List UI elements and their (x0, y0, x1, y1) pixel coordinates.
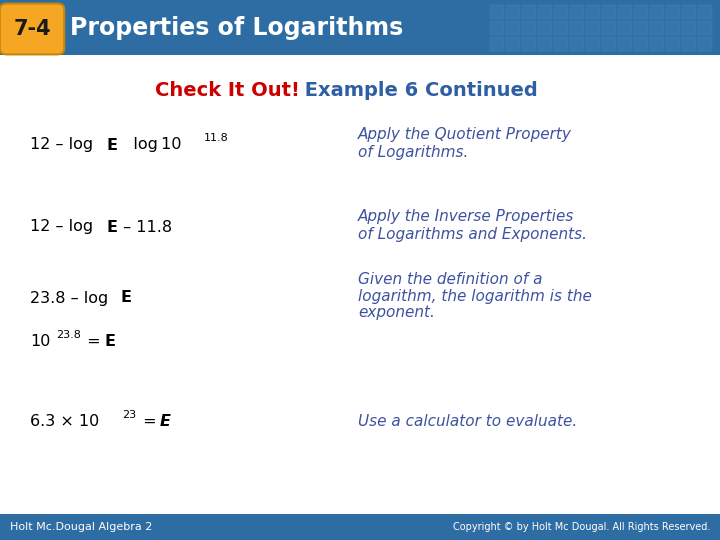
Bar (666, 37, 680, 51)
Text: log 10: log 10 (118, 138, 181, 152)
Text: – 11.8: – 11.8 (118, 219, 172, 234)
Text: logarithm, the logarithm is the: logarithm, the logarithm is the (358, 288, 592, 303)
Bar (634, 5, 648, 19)
Bar (506, 37, 520, 51)
Bar (634, 21, 648, 35)
FancyBboxPatch shape (0, 4, 64, 55)
Bar (618, 37, 632, 51)
Bar (602, 37, 616, 51)
Bar (698, 37, 712, 51)
Text: Holt Mc.Dougal Algebra 2: Holt Mc.Dougal Algebra 2 (10, 522, 153, 532)
Bar (570, 21, 584, 35)
Bar (650, 21, 664, 35)
Text: Apply the Inverse Properties: Apply the Inverse Properties (358, 210, 575, 225)
Text: E: E (120, 291, 131, 306)
Text: 23.8 – log: 23.8 – log (30, 291, 108, 306)
Bar (0, 0, 720, 55)
Bar (586, 5, 600, 19)
Text: of Logarithms and Exponents.: of Logarithms and Exponents. (358, 227, 587, 242)
Text: 10: 10 (30, 334, 50, 349)
Text: 23.8: 23.8 (56, 330, 81, 340)
Bar (522, 5, 536, 19)
Bar (506, 5, 520, 19)
Bar (490, 37, 504, 51)
Bar (554, 37, 568, 51)
Bar (570, 5, 584, 19)
Text: Check It Out!: Check It Out! (155, 80, 300, 99)
Bar (506, 21, 520, 35)
Bar (602, 21, 616, 35)
Text: of Logarithms.: of Logarithms. (358, 145, 469, 160)
Bar (554, 21, 568, 35)
Text: 12 – log: 12 – log (30, 219, 93, 234)
Bar (554, 5, 568, 19)
Text: =: = (138, 415, 162, 429)
Text: E: E (160, 415, 171, 429)
Text: 23: 23 (122, 410, 136, 420)
Bar (490, 5, 504, 19)
Bar (522, 37, 536, 51)
Bar (666, 5, 680, 19)
Bar (618, 5, 632, 19)
Bar (538, 21, 552, 35)
Bar (570, 37, 584, 51)
Text: E: E (105, 334, 116, 349)
Text: Example 6 Continued: Example 6 Continued (298, 80, 538, 99)
Text: 6.3 × 10: 6.3 × 10 (30, 415, 99, 429)
Bar (586, 37, 600, 51)
Bar (682, 5, 696, 19)
Text: =: = (82, 334, 106, 349)
Bar (650, 5, 664, 19)
Bar (538, 5, 552, 19)
Bar (0, 514, 720, 540)
Bar (602, 5, 616, 19)
Bar (538, 37, 552, 51)
Text: Use a calculator to evaluate.: Use a calculator to evaluate. (358, 415, 577, 429)
Text: Copyright © by Holt Mc Dougal. All Rights Reserved.: Copyright © by Holt Mc Dougal. All Right… (453, 522, 710, 532)
Text: exponent.: exponent. (358, 305, 435, 320)
Bar (698, 21, 712, 35)
Text: E: E (107, 219, 118, 234)
Bar (490, 21, 504, 35)
Text: E: E (107, 138, 118, 152)
Text: 7-4: 7-4 (13, 19, 51, 39)
Text: Apply the Quotient Property: Apply the Quotient Property (358, 127, 572, 143)
Bar (650, 37, 664, 51)
Bar (682, 21, 696, 35)
Text: 11.8: 11.8 (204, 133, 229, 143)
Bar (522, 21, 536, 35)
Bar (586, 21, 600, 35)
Bar (666, 21, 680, 35)
Bar (634, 37, 648, 51)
Text: 12 – log: 12 – log (30, 138, 93, 152)
Bar (698, 5, 712, 19)
Bar (682, 37, 696, 51)
Text: Given the definition of a: Given the definition of a (358, 273, 542, 287)
Text: Properties of Logarithms: Properties of Logarithms (70, 16, 403, 39)
Bar (618, 21, 632, 35)
